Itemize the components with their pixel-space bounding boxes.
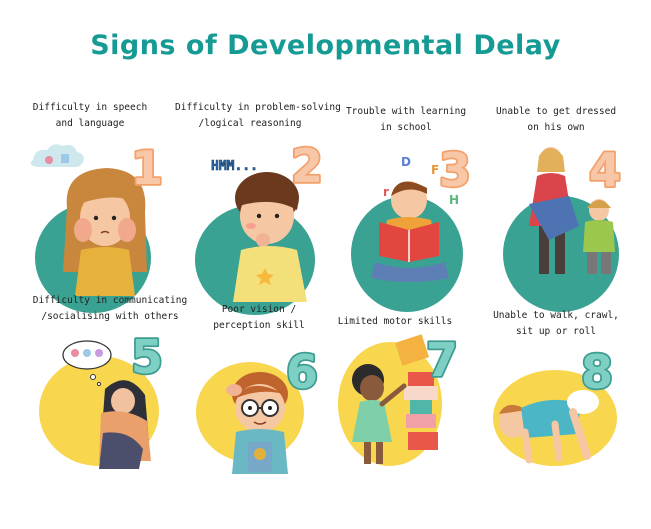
caption-6-line-2: perception skill [213, 320, 305, 331]
caption-4-line-1: Unable to get dressed [495, 106, 617, 117]
caption-5-line-1: Difficulty in communicating [32, 295, 188, 306]
caption-7: Limited motor skills [320, 314, 470, 330]
svg-text:F: F [431, 163, 439, 177]
caption-4: Unable to get dressed on his own [481, 104, 631, 136]
number-2: 2 [291, 139, 323, 193]
caption-1: Difficulty in speech and language [15, 100, 165, 132]
caption-2-line-2: /logical reasoning [198, 118, 302, 129]
caption-8: Unable to walk, crawl, sit up or roll [481, 308, 631, 340]
caption-6: Poor vision / perception skill [184, 302, 334, 334]
number-4: 4 [589, 143, 621, 197]
hmm-text: HMM... [211, 159, 258, 174]
number-1: 1 [131, 141, 163, 195]
sign-card-4: 4 Unable to get dressed on his own [481, 104, 631, 319]
svg-text:r: r [383, 185, 389, 199]
baby-crawling-icon: 8 [493, 343, 617, 466]
caption-6-line-1: Poor vision / [221, 304, 297, 315]
boy-reading-book-icon: D r F H 3 [351, 141, 473, 312]
caption-3-line-2: in school [380, 122, 432, 133]
mother-dressing-child-icon: 4 [503, 141, 623, 312]
number-7: 7 [426, 333, 458, 387]
sign-card-6: 6 Poor vision / perception skill [184, 302, 334, 517]
sign-card-3: D r F H 3 Trouble with learning in schoo… [331, 104, 481, 319]
boy-with-glasses-icon: 6 [196, 343, 320, 474]
caption-1-line-2: and language [55, 118, 125, 129]
sign-card-7: 7 Limited motor skills [320, 314, 470, 529]
sign-card-8: 8 Unable to walk, crawl, sit up or roll [481, 308, 631, 523]
svg-text:H: H [449, 193, 459, 207]
caption-2-line-1: Difficulty in problem-solving [175, 102, 341, 113]
caption-1-line-1: Difficulty in speech [32, 102, 148, 113]
caption-8-line-1: Unable to walk, crawl, [493, 310, 619, 321]
girl-covering-cheeks-icon: 1 [30, 139, 165, 313]
sign-card-1: 1 Difficulty in speech and language [15, 100, 165, 315]
number-8: 8 [581, 345, 613, 399]
caption-8-line-2: sit up or roll [515, 326, 597, 337]
number-5: 5 [131, 330, 163, 384]
caption-2: Difficulty in problem-solving /logical r… [175, 100, 341, 132]
sad-girl-hugging-knees-icon: 5 [39, 328, 165, 469]
page-title: Signs of Developmental Delay [90, 30, 561, 61]
number-6: 6 [286, 345, 318, 399]
caption-5: Difficulty in communicating /socialising… [29, 293, 191, 325]
caption-7-line-1: Limited motor skills [337, 316, 453, 327]
caption-3: Trouble with learning in school [331, 104, 481, 136]
caption-4-line-2: on his own [527, 122, 585, 133]
number-3: 3 [439, 143, 471, 197]
thinking-boy-icon: HMM... 2 [195, 137, 325, 315]
sign-card-5: 5 Difficulty in communicating /socialisi… [33, 293, 187, 508]
svg-text:D: D [401, 155, 411, 169]
girl-stacking-blocks-icon: 7 [338, 331, 460, 466]
sign-card-2: HMM... 2 Difficulty in problem-solving /… [175, 100, 341, 315]
caption-5-line-2: /socialising with others [41, 311, 179, 322]
caption-3-line-1: Trouble with learning [345, 106, 467, 117]
